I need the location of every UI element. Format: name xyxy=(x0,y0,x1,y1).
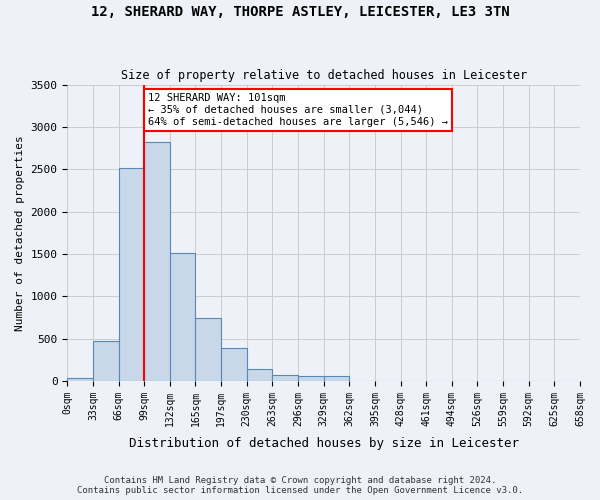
Bar xyxy=(247,369,272,381)
Bar xyxy=(272,374,298,381)
Bar xyxy=(196,318,221,381)
Bar xyxy=(221,348,247,381)
Y-axis label: Number of detached properties: Number of detached properties xyxy=(15,135,25,330)
Bar xyxy=(170,253,196,381)
Bar xyxy=(144,142,170,381)
Text: 12, SHERARD WAY, THORPE ASTLEY, LEICESTER, LE3 3TN: 12, SHERARD WAY, THORPE ASTLEY, LEICESTE… xyxy=(91,5,509,19)
Text: 12 SHERARD WAY: 101sqm
← 35% of detached houses are smaller (3,044)
64% of semi-: 12 SHERARD WAY: 101sqm ← 35% of detached… xyxy=(148,94,448,126)
Text: Contains HM Land Registry data © Crown copyright and database right 2024.
Contai: Contains HM Land Registry data © Crown c… xyxy=(77,476,523,495)
X-axis label: Distribution of detached houses by size in Leicester: Distribution of detached houses by size … xyxy=(128,437,518,450)
Title: Size of property relative to detached houses in Leicester: Size of property relative to detached ho… xyxy=(121,69,527,82)
Bar xyxy=(298,376,323,381)
Bar xyxy=(323,376,349,381)
Bar xyxy=(67,378,93,381)
Bar xyxy=(93,341,119,381)
Bar xyxy=(119,168,144,381)
